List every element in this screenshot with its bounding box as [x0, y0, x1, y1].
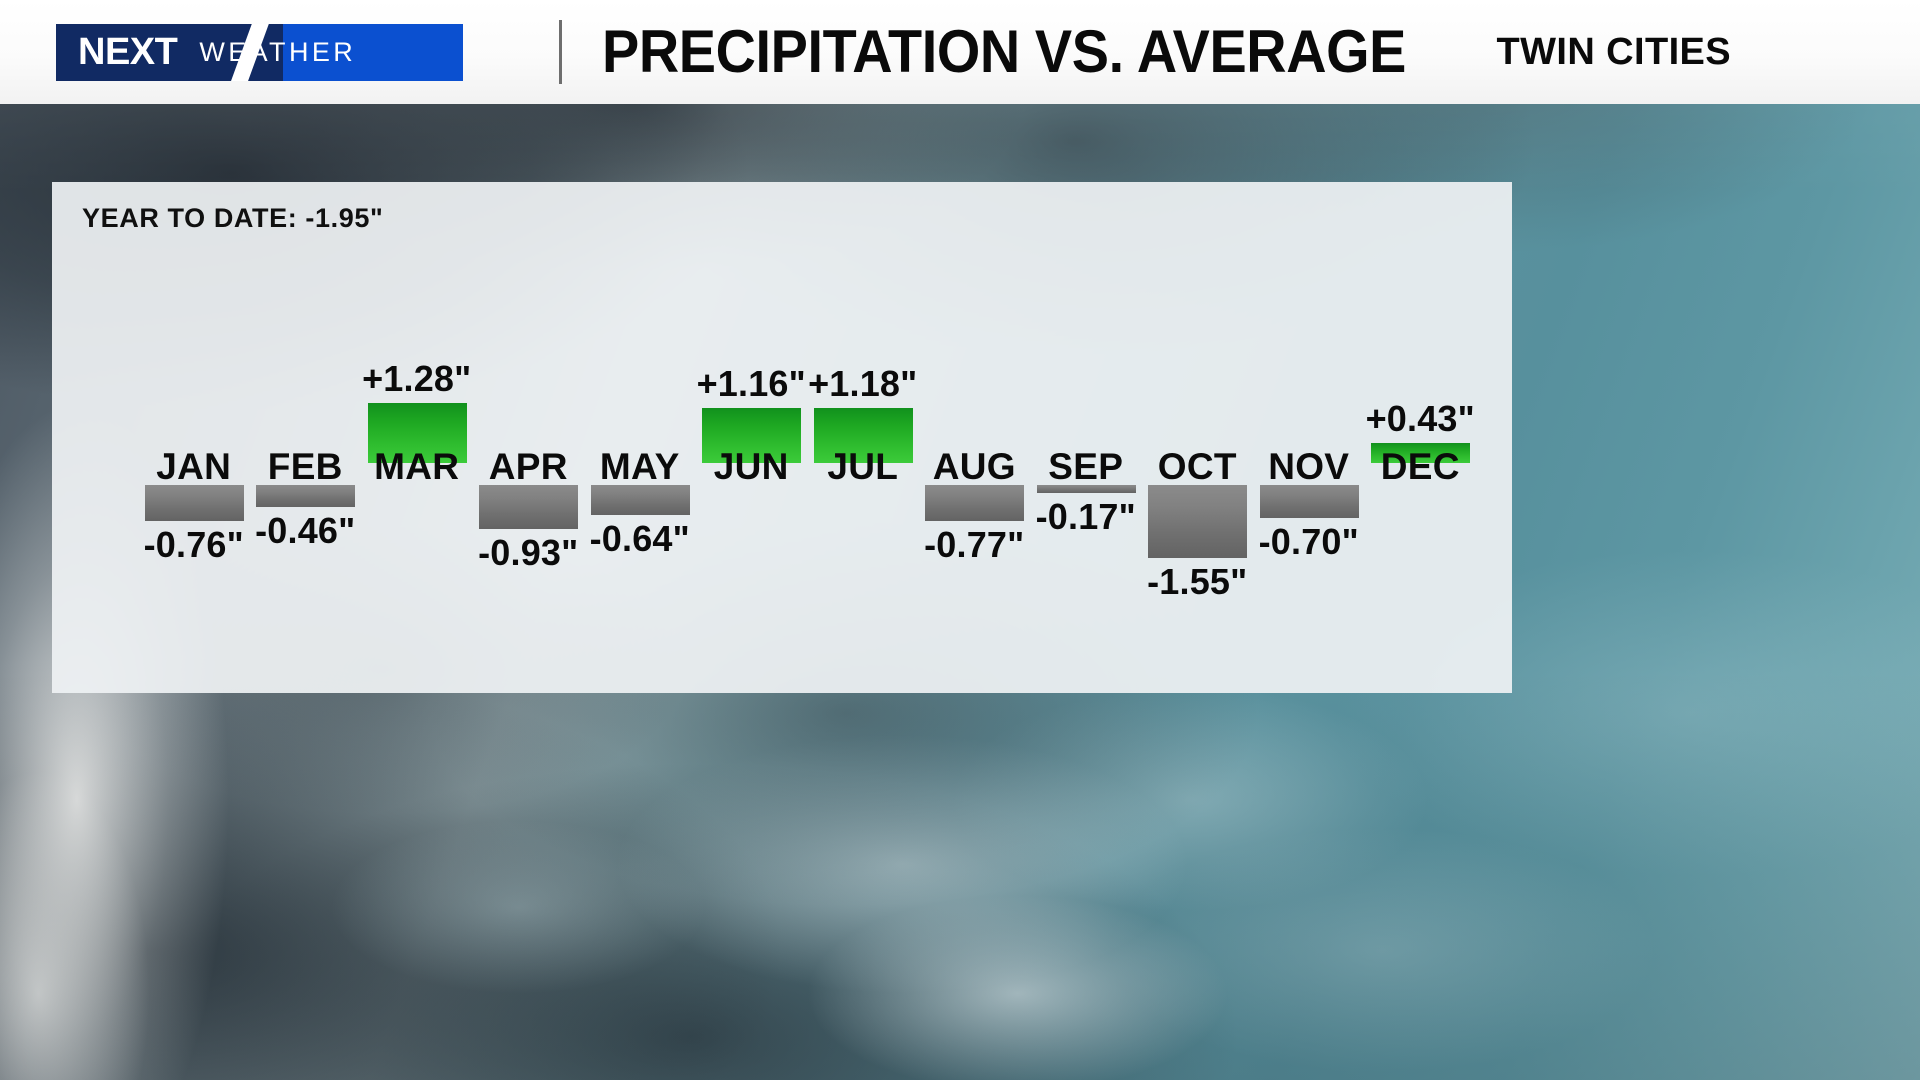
month-column: JUN +1.16"	[696, 182, 808, 693]
next-weather-logo: NEXT WEATHER	[56, 23, 463, 81]
value-label-nov: -0.70"	[1258, 521, 1359, 562]
month-column: NOV -0.70"	[1253, 182, 1365, 693]
bar-feb	[256, 485, 356, 507]
month-label-feb: FEB	[267, 446, 343, 487]
value-label-apr: -0.93"	[478, 532, 579, 573]
bar-dec	[1371, 443, 1471, 463]
bar-may	[590, 485, 690, 515]
bar-apr	[479, 485, 579, 529]
value-label-sep: -0.17"	[1035, 496, 1136, 537]
bar-mar	[367, 403, 467, 463]
bar-oct	[1148, 485, 1248, 558]
value-label-jul: +1.18"	[808, 363, 918, 404]
month-columns: JAN -0.76" FEB -0.46" MAR +1.28" APR -0.93" MAY -…	[138, 182, 1476, 693]
month-label-aug: AUG	[932, 446, 1016, 487]
month-label-sep: SEP	[1048, 446, 1124, 487]
month-label-apr: APR	[488, 446, 568, 487]
month-label-may: MAY	[599, 446, 680, 487]
bar-jul	[813, 408, 913, 463]
month-label-oct: OCT	[1157, 446, 1237, 487]
month-column: DEC +0.43"	[1365, 182, 1477, 693]
month-column: MAY -0.64"	[584, 182, 696, 693]
value-label-mar: +1.28"	[362, 358, 472, 399]
bar-sep	[1036, 485, 1136, 493]
month-column: APR -0.93"	[473, 182, 585, 693]
month-column: MAR +1.28"	[361, 182, 473, 693]
month-label-dec: DEC	[1380, 446, 1460, 487]
value-label-feb: -0.46"	[255, 510, 356, 551]
month-column: FEB -0.46"	[250, 182, 362, 693]
year-to-date-label: YEAR TO DATE: -1.95"	[82, 203, 384, 233]
logo-weather-text: WEATHER	[199, 36, 357, 67]
region-label: TWIN CITIES	[1496, 31, 1732, 73]
logo-next-text: NEXT	[78, 31, 178, 73]
month-label-jul: JUL	[827, 446, 899, 487]
chart-panel: YEAR TO DATE: -1.95" JAN -0.76" FEB -0.46" M…	[52, 182, 1512, 693]
month-label-jun: JUN	[713, 446, 789, 487]
bar-nov	[1259, 485, 1359, 518]
value-label-aug: -0.77"	[924, 524, 1025, 565]
month-column: JUL +1.18"	[807, 182, 919, 693]
month-column: JAN -0.76"	[138, 182, 250, 693]
bar-aug	[925, 485, 1025, 521]
month-label-mar: MAR	[374, 446, 460, 487]
value-label-jun: +1.16"	[696, 363, 806, 404]
precipitation-bar-chart: JAN -0.76" FEB -0.46" MAR +1.28" APR -0.93" MAY -…	[138, 182, 1476, 693]
value-label-oct: -1.55"	[1147, 561, 1248, 602]
header-divider	[559, 20, 562, 84]
value-label-may: -0.64"	[589, 518, 690, 559]
page-title: PRECIPITATION VS. AVERAGE	[602, 18, 1407, 85]
month-column: OCT -1.55"	[1142, 182, 1254, 693]
value-label-dec: +0.43"	[1365, 398, 1475, 439]
bar-jan	[144, 485, 244, 521]
month-column: AUG -0.77"	[919, 182, 1031, 693]
month-column: SEP -0.17"	[1030, 182, 1142, 693]
month-label-jan: JAN	[156, 446, 232, 487]
month-label-nov: NOV	[1268, 446, 1350, 487]
bar-jun	[702, 408, 802, 463]
value-label-jan: -0.76"	[143, 524, 244, 565]
header-bar: NEXT WEATHER PRECIPITATION VS. AVERAGE T…	[0, 0, 1920, 104]
